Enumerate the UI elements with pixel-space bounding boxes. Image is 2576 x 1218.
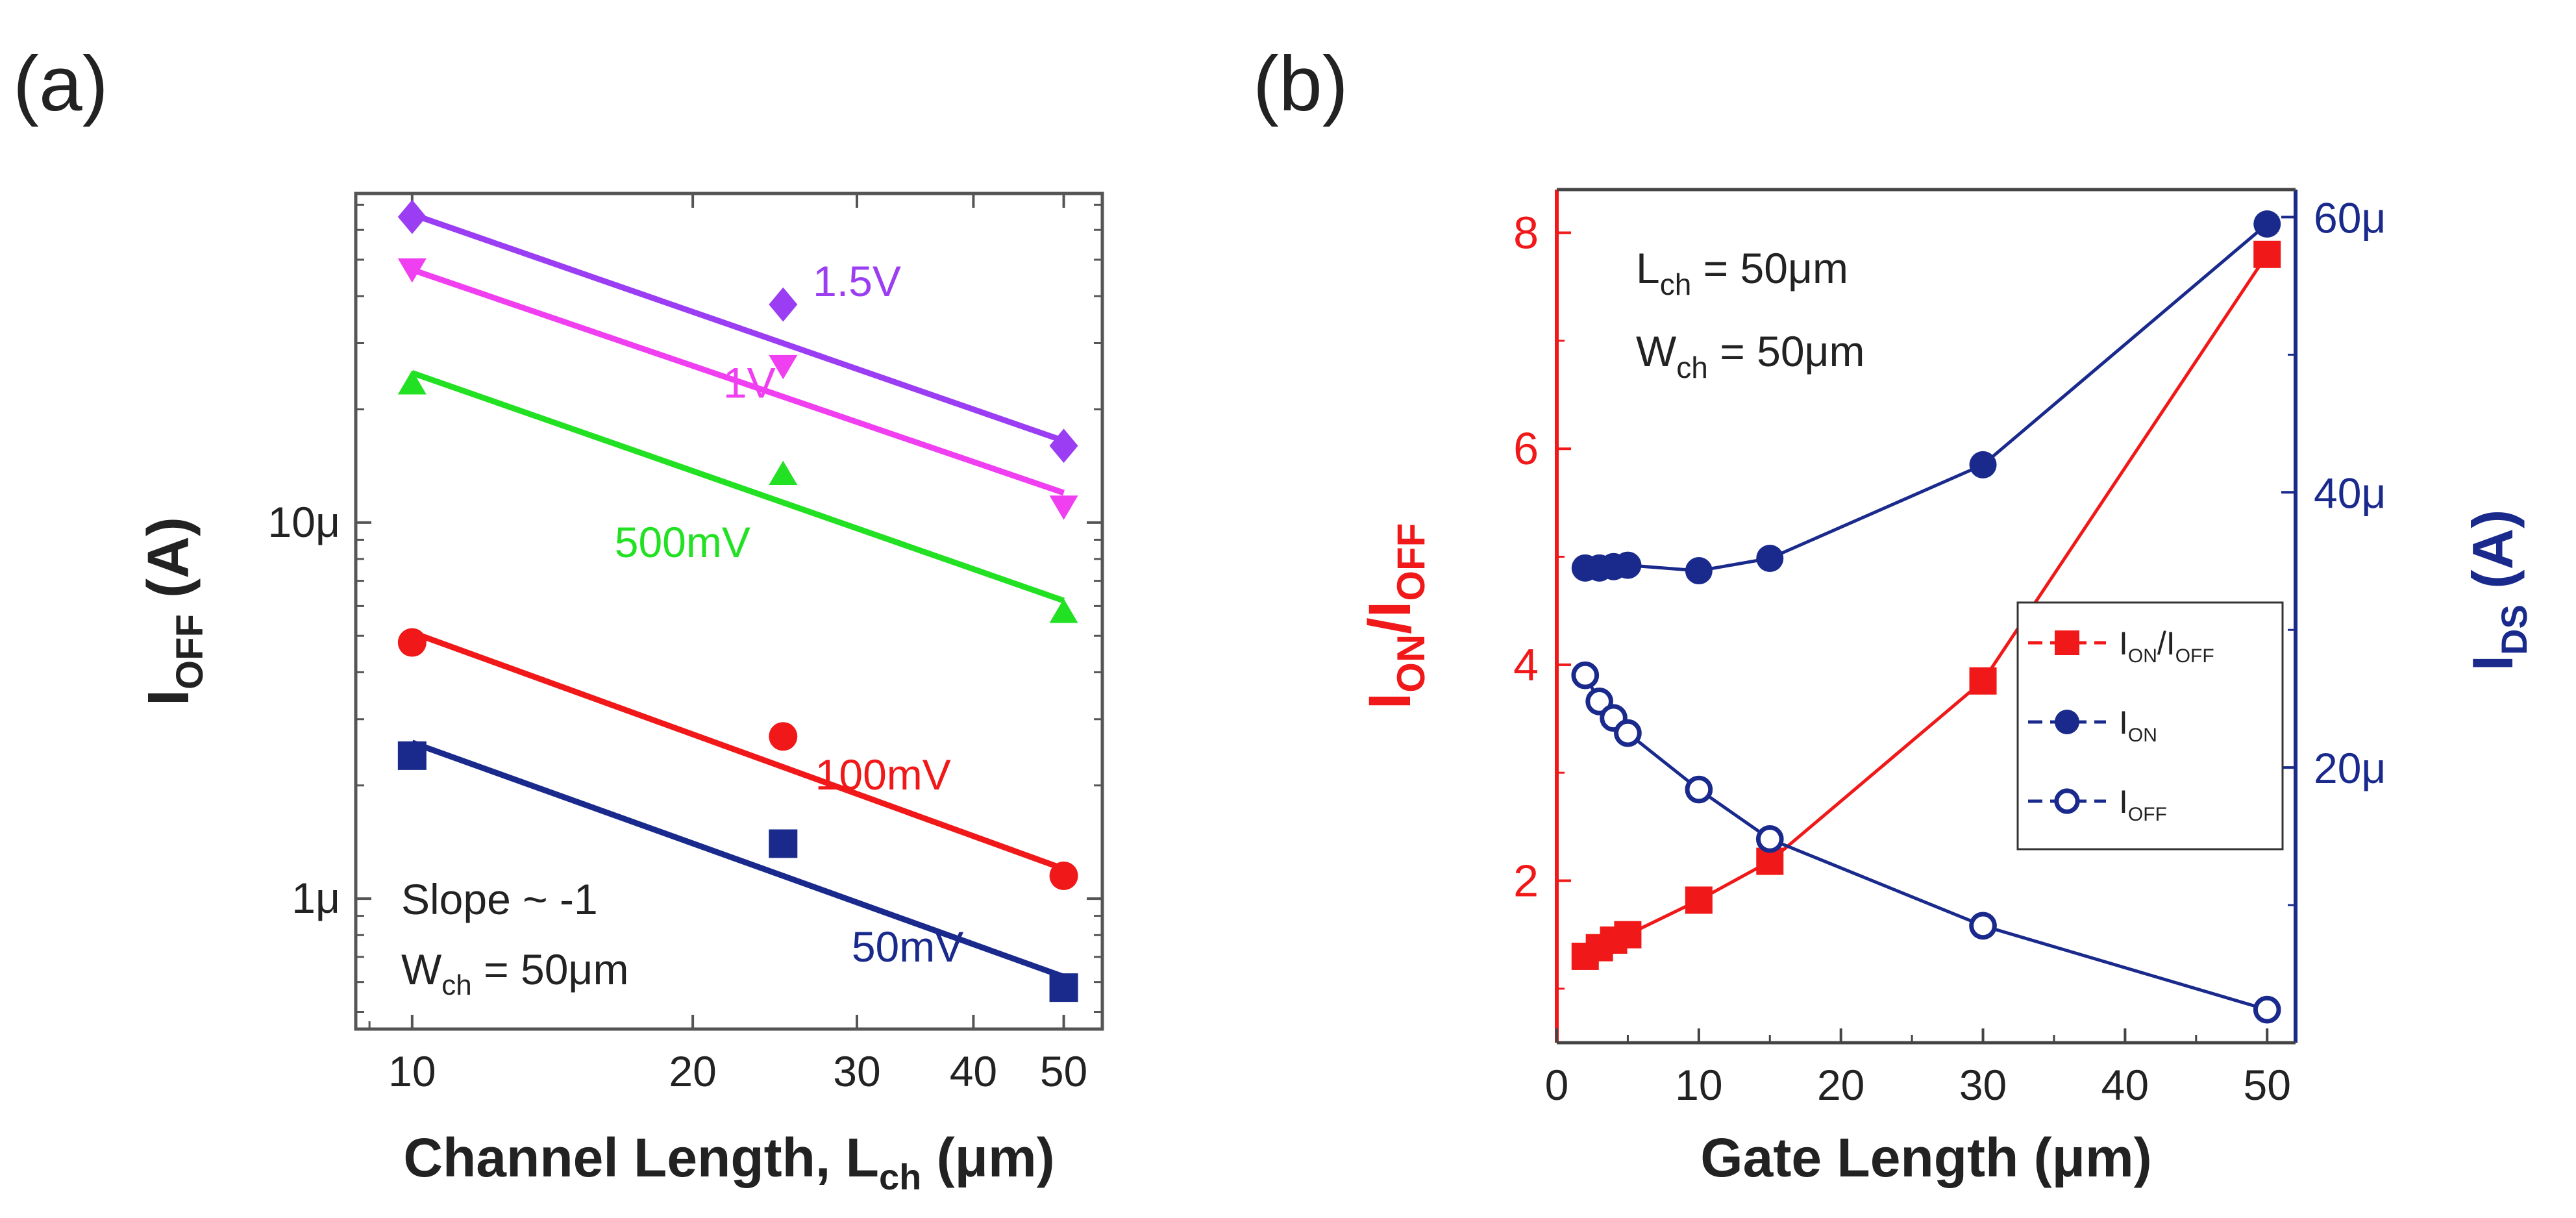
y-tick-label: 2 (1513, 856, 1539, 906)
x-tick-label: 0 (1545, 1061, 1569, 1109)
legend-marker (2055, 710, 2079, 734)
x-tick-label: 30 (1959, 1061, 2007, 1109)
annotation-0: Lch = 50μm (1636, 244, 1848, 301)
y-tick-label: 4 (1513, 640, 1539, 690)
y2-tick-label: 20μ (2314, 744, 2386, 792)
data-point (1755, 825, 1784, 853)
chart-b: 0 10 20 30 40 50 2 4 6 8 20μ 40μ 60μ Lch = 50μm Wch = … (1357, 188, 2534, 1188)
series-0 (1571, 240, 2281, 970)
data-point (769, 354, 798, 380)
chart-a: 10 20 30 40 50 1μ 10μ 1.5V 1V 500mV 100mV 50mV Slope… (136, 192, 1104, 1197)
series-label: 500mV (615, 518, 750, 566)
series-1 (1571, 210, 2281, 585)
annotation-1: Wch = 50μm (1636, 327, 1865, 384)
data-point (2253, 995, 2281, 1024)
data-point (1614, 551, 1642, 579)
series-1V: 1V (397, 258, 1078, 520)
annotation-slope: Slope ~ -1 (401, 875, 598, 923)
fit-line (411, 740, 1065, 980)
y2-tick-label: 60μ (2314, 193, 2386, 242)
y-axis-title: IOFF (A) (136, 517, 211, 706)
data-point (397, 199, 427, 234)
legend-marker (2054, 788, 2080, 814)
data-point (1049, 429, 1078, 464)
legend-label: ION/IOFF (2119, 625, 2214, 667)
y-axis-title: ION/IOFF (1357, 523, 1433, 710)
data-point (769, 829, 798, 858)
data-point (1685, 775, 1713, 804)
data-point (1614, 921, 1642, 949)
series-label: 1.5V (813, 257, 901, 305)
data-point (2253, 210, 2281, 238)
legend: ION/IOFF ION IOFF (2016, 601, 2284, 851)
data-point (1049, 861, 1078, 890)
series-1.5V: 1.5V (397, 199, 1078, 464)
series-500mV: 500mV (397, 370, 1078, 623)
x-tick-label: 20 (669, 1047, 716, 1095)
x-tick-label: 50 (1040, 1047, 1087, 1095)
y-tick-label: 6 (1513, 423, 1539, 474)
data-point (1756, 544, 1784, 572)
legend-marker (2055, 630, 2079, 655)
panel-b-label: (b) (1253, 40, 1348, 127)
series-2 (1571, 661, 2281, 1024)
data-point (769, 722, 798, 751)
data-point (397, 741, 427, 770)
legend-label: IOFF (2119, 784, 2167, 825)
data-point (1571, 661, 1600, 690)
data-point (1969, 912, 1997, 940)
fit-line (411, 211, 1065, 444)
plot-frame (354, 192, 1104, 1031)
data-point (1614, 719, 1642, 747)
data-point (1049, 599, 1078, 623)
series-label: 100mV (815, 751, 951, 799)
x-axis-title: Gate Length (μm) (1700, 1127, 2151, 1188)
panel-a-label: (a) (13, 40, 108, 127)
x-tick-label: 10 (1675, 1061, 1722, 1109)
annotation-width: Wch = 50μm (401, 945, 628, 1001)
x-tick-label: 20 (1817, 1061, 1864, 1109)
x-tick-label: 30 (833, 1047, 880, 1095)
data-point (769, 287, 798, 322)
data-point (1969, 667, 1997, 695)
fit-line (411, 630, 1065, 872)
y-tick-label: 8 (1513, 208, 1539, 258)
x-axis-title: Channel Length, Lch (μm) (403, 1127, 1054, 1197)
legend-label: ION (2119, 704, 2157, 746)
fit-line (411, 267, 1065, 496)
data-point (1685, 886, 1713, 914)
data-point (397, 258, 427, 283)
series-label: 50mV (852, 923, 963, 971)
y2-axis-title: IDS (A) (2460, 510, 2534, 671)
data-point (1049, 973, 1078, 1002)
fit-line (411, 370, 1065, 604)
data-point (397, 370, 427, 395)
x-tick-label: 50 (2244, 1061, 2291, 1109)
series-label: 1V (723, 358, 776, 406)
y2-tick-label: 40μ (2314, 469, 2386, 517)
x-tick-label: 10 (388, 1047, 436, 1095)
data-point (1049, 495, 1078, 520)
y-tick-label: 1μ (291, 874, 340, 922)
x-tick-label: 40 (2101, 1061, 2149, 1109)
x-tick-label: 40 (950, 1047, 997, 1095)
series-100mV: 100mV (397, 628, 1078, 890)
data-point (397, 628, 427, 657)
y-tick-label: 10μ (268, 498, 340, 546)
data-point (1685, 557, 1713, 585)
data-point (2253, 240, 2281, 268)
series-50mV: 50mV (397, 740, 1078, 1002)
data-point (769, 460, 798, 485)
data-point (1969, 451, 1997, 478)
